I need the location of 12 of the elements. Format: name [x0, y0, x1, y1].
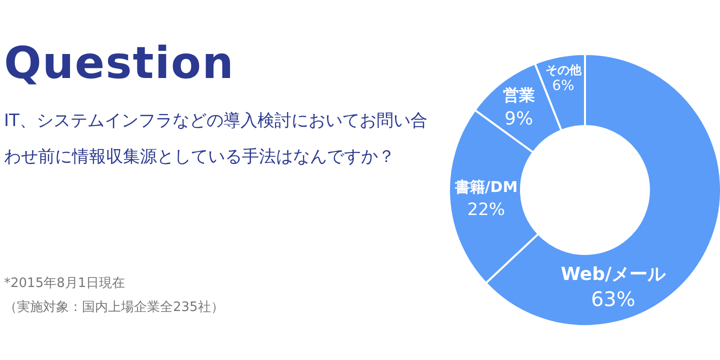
slice-label: その他 — [545, 63, 582, 78]
slice-label: Web/メール — [560, 264, 667, 285]
text: （実施対象：国内上場企業全235社） — [4, 299, 224, 315]
text: *2015年8月1日現在 — [4, 276, 126, 291]
data-label: 63% — [590, 286, 636, 311]
slice-label: 書籍/DM — [454, 178, 518, 196]
data-label: 9% — [504, 108, 534, 130]
chart-title: Question — [4, 38, 234, 89]
data-label: 22% — [467, 200, 506, 220]
data-label: 6% — [552, 78, 574, 94]
text: IT、システムインフラなどの導入検討においてお問い合わせ前に情報収集源としている手法はなんですか？ — [4, 111, 428, 167]
slice-label: 営業 — [502, 86, 535, 105]
